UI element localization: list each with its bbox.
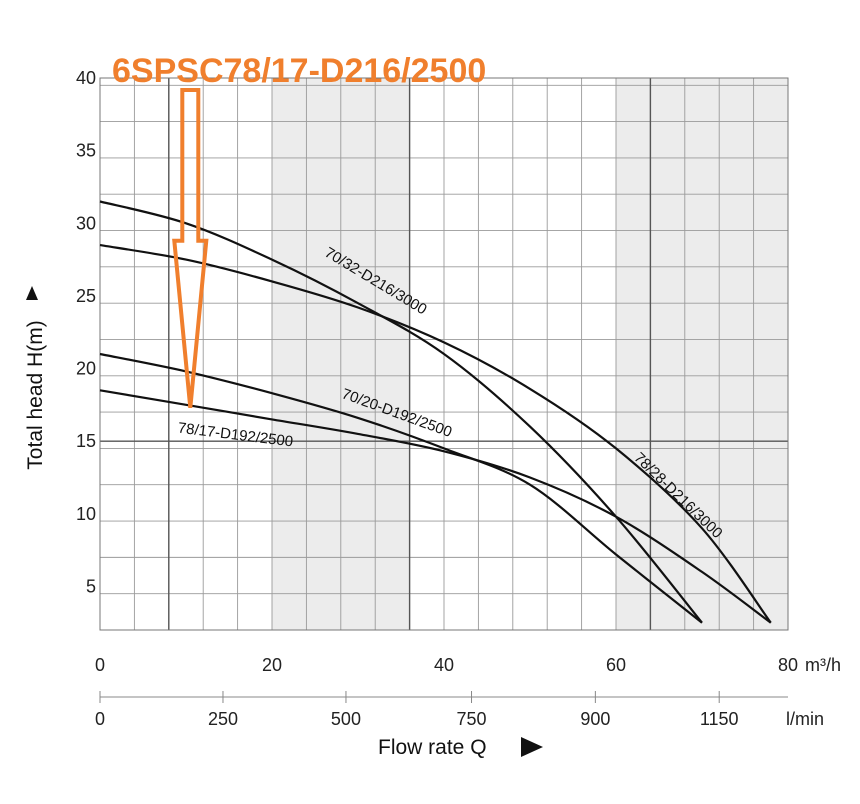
secondary-tick-label: 1150 (700, 709, 739, 729)
y-tick-label: 20 (76, 359, 96, 379)
y-tick-label: 40 (76, 68, 96, 88)
x-tick-label: 20 (262, 655, 282, 675)
y-tick-label: 35 (76, 141, 96, 161)
curves (99, 200, 772, 624)
chart-title: 6SPSC78/17-D216/2500 (112, 52, 486, 90)
highlight-arrow-icon (172, 88, 209, 408)
series-78-17-d192-2500-line (99, 389, 772, 624)
x-tick-label: 40 (434, 655, 454, 675)
y-tick-label: 10 (76, 504, 96, 524)
secondary-tick-label: 750 (456, 709, 486, 729)
grid (99, 77, 789, 631)
series-70-20-d192-2500-line (99, 352, 703, 624)
y-tick-label: 15 (76, 431, 96, 451)
x-axis-arrow-icon (521, 737, 543, 757)
secondary-tick-label: 500 (331, 709, 361, 729)
secondary-tick-label: 900 (580, 709, 610, 729)
series-78-28-d216-3000-line (99, 244, 772, 624)
y-tick-label: 5 (86, 576, 96, 596)
x-unit-secondary: l/min (786, 709, 824, 729)
y-tick-label: 25 (76, 286, 96, 306)
secondary-tick-label: 0 (95, 709, 105, 729)
secondary-tick-label: 250 (208, 709, 238, 729)
x-tick-label: 0 (95, 655, 105, 675)
y-axis-title: Total head H(m) (24, 320, 47, 469)
highlight-arrow (172, 88, 209, 408)
x-axis-title: Flow rate Q (378, 736, 487, 759)
x-unit-main: m³/h (805, 655, 841, 675)
shaded-band (616, 78, 788, 630)
x-tick-label: 80 (778, 655, 798, 675)
axes: 5 10 15 20 25 30 35 40 0 20 40 60 80 0 250 500 750 900 115… (76, 68, 798, 729)
y-tick-label: 30 (76, 213, 96, 233)
y-axis-arrow-icon (26, 286, 38, 300)
x-tick-label: 60 (606, 655, 626, 675)
